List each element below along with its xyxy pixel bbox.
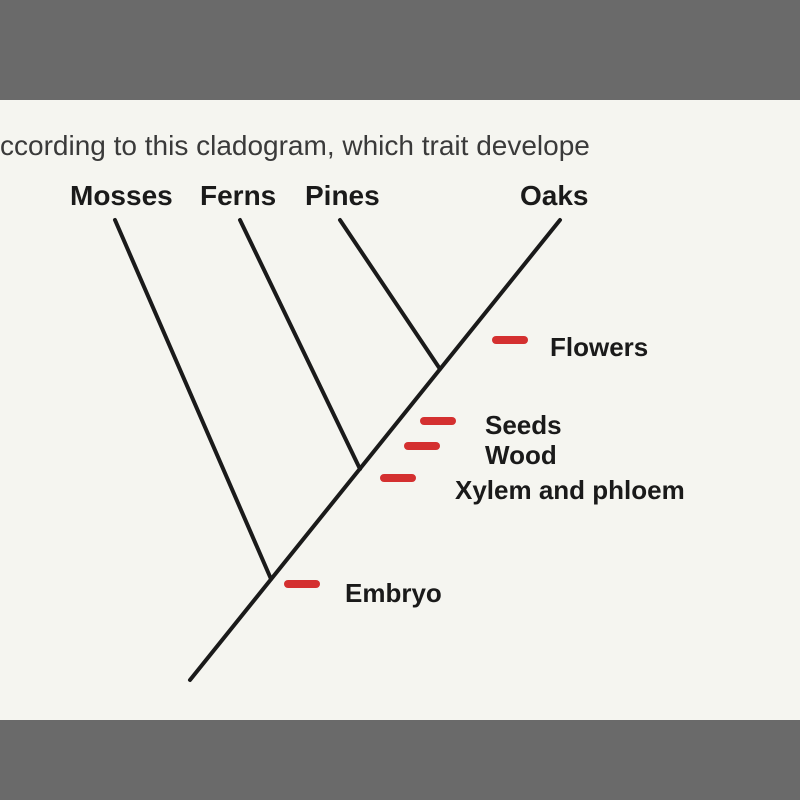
trait-xylem: Xylem and phloem [455, 475, 685, 506]
trait-flowers: Flowers [550, 332, 648, 363]
taxon-mosses: Mosses [70, 180, 173, 212]
cladogram-diagram: Mosses Ferns Pines Oaks Flowers Seeds Wo… [40, 180, 760, 700]
taxon-ferns: Ferns [200, 180, 276, 212]
cladogram-svg [40, 180, 760, 700]
question-text: ccording to this cladogram, which trait … [0, 130, 590, 162]
paper-background: ccording to this cladogram, which trait … [0, 100, 800, 720]
trait-embryo: Embryo [345, 578, 442, 609]
taxon-oaks: Oaks [520, 180, 589, 212]
trait-wood: Wood [485, 440, 557, 471]
taxon-pines: Pines [305, 180, 380, 212]
trait-seeds: Seeds [485, 410, 562, 441]
